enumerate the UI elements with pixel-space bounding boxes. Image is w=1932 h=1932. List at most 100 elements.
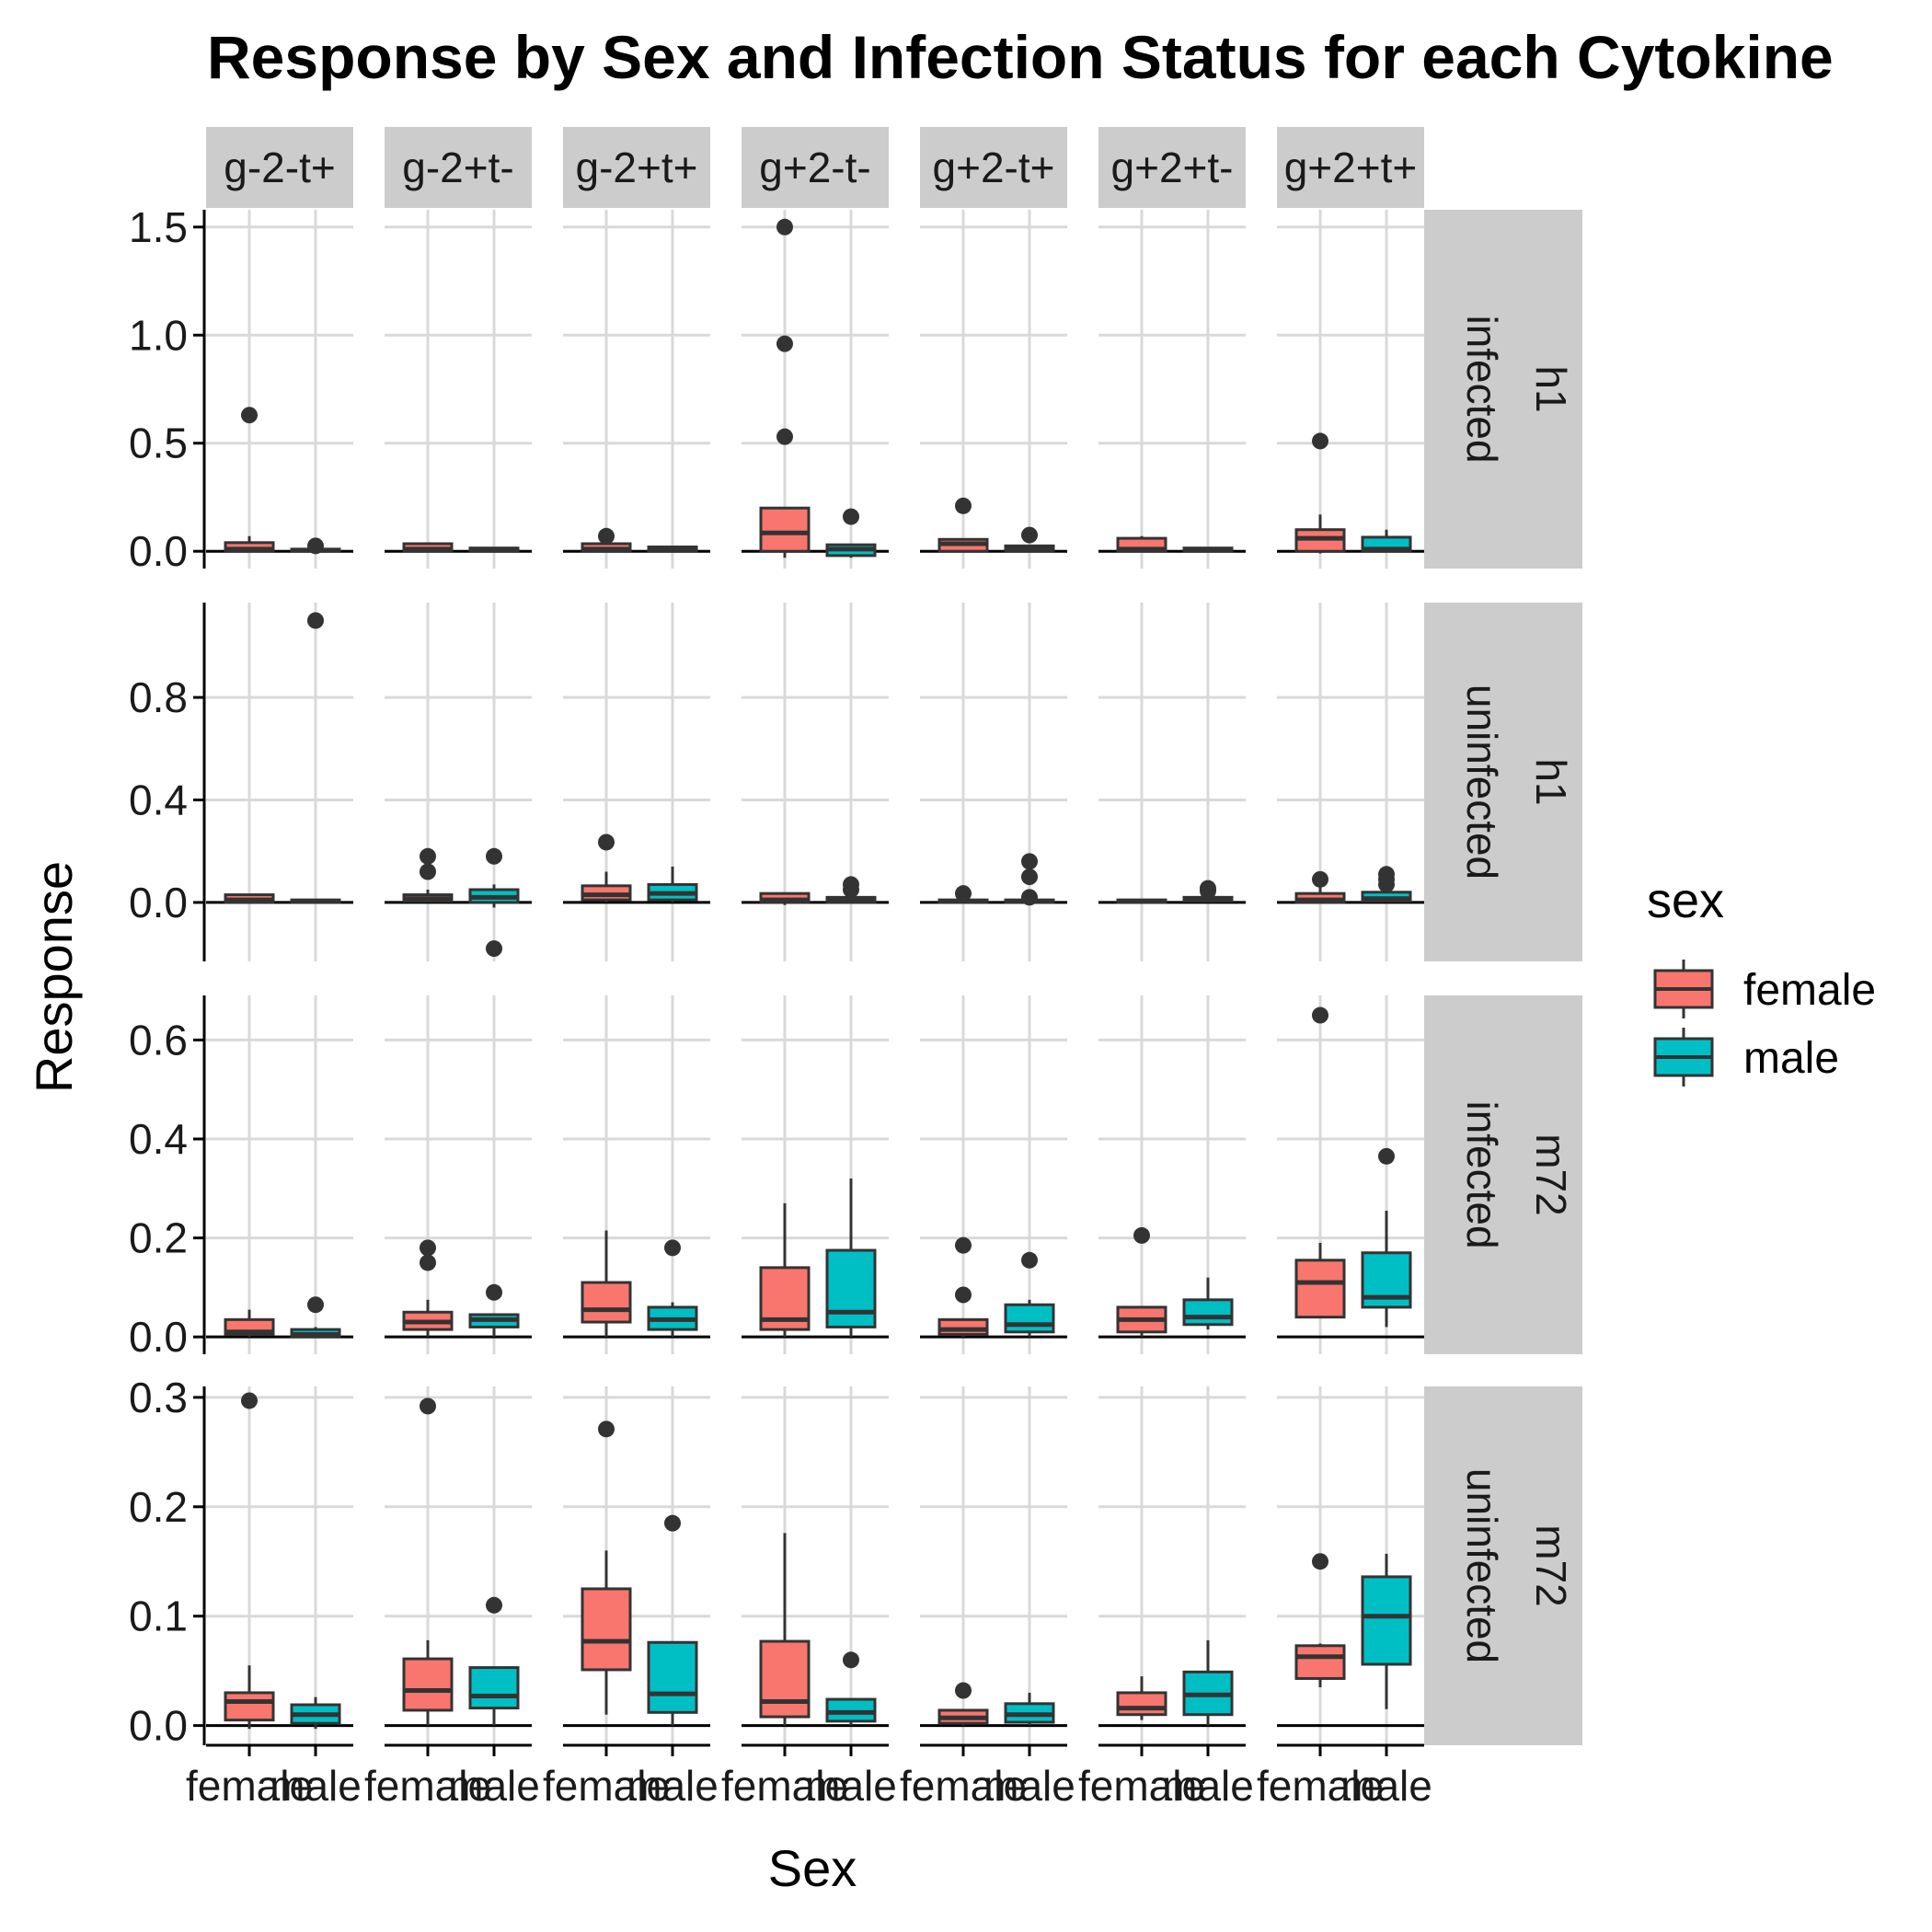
box-rect [468, 1666, 520, 1710]
box-rect [647, 1640, 698, 1714]
outlier-point [1312, 432, 1328, 450]
column-strip: g+2+t+ [1277, 127, 1424, 208]
box-female [759, 891, 811, 905]
column-strip: g+2-t+ [920, 127, 1067, 208]
row-strip-status: infected [1458, 315, 1506, 463]
box-male [1361, 529, 1412, 553]
outlier-point [955, 1286, 972, 1304]
outlier-point [1021, 1251, 1038, 1269]
legend-entry: female [1653, 960, 1876, 1018]
y-tick-label: 0.0 [129, 1313, 188, 1361]
box-male [825, 1179, 877, 1338]
box-male [290, 1696, 341, 1730]
x-tick-label: female [900, 1762, 1027, 1810]
y-tick-label: 0.4 [129, 776, 188, 824]
box-female [402, 1397, 454, 1726]
row-strip-background [1424, 210, 1582, 569]
box-rect [759, 506, 811, 553]
box-male [290, 537, 341, 555]
strip-background [1098, 127, 1246, 208]
outlier-point [843, 1651, 859, 1669]
box-male [468, 847, 520, 958]
x-tick-label: male [1340, 1762, 1432, 1810]
box-male [647, 1239, 698, 1338]
box-female [402, 1239, 454, 1338]
x-tick-label: male [448, 1762, 540, 1810]
x-tick-label: female [721, 1762, 848, 1810]
y-tick-label: 0.1 [129, 1593, 188, 1640]
box-male [290, 612, 341, 904]
panel [385, 995, 532, 1354]
outlier-point [664, 1514, 681, 1532]
box-female [759, 1533, 811, 1726]
legend-label: female [1743, 966, 1876, 1015]
box-male [290, 1296, 341, 1339]
row-strip-strain: m72 [1527, 1524, 1575, 1606]
outlier-point [955, 1236, 972, 1254]
y-tick-label: 0.0 [129, 1702, 188, 1750]
outlier-point [843, 508, 859, 525]
outlier-point [598, 527, 615, 545]
outlier-point [776, 218, 793, 236]
facet-row: infected h1 0.0 0.5 1.0 1.5 [129, 203, 1582, 575]
box-female [581, 527, 632, 553]
box-male [1004, 1251, 1055, 1338]
x-tick-label: male [270, 1762, 362, 1810]
box-rect [224, 1691, 275, 1722]
strip-background [385, 127, 532, 208]
box-female [1116, 1676, 1167, 1720]
box-female [1294, 870, 1346, 904]
legend-title: sex [1647, 873, 1724, 928]
box-rect [581, 1281, 632, 1324]
outlier-point [1312, 870, 1328, 888]
column-label: g+2-t+ [933, 144, 1055, 191]
outlier-point [776, 335, 793, 352]
outlier-point [241, 1392, 258, 1409]
panel [563, 995, 710, 1354]
outlier-point [776, 428, 793, 445]
panel [206, 995, 353, 1354]
chart-title: Response by Sex and Infection Status for… [207, 23, 1834, 91]
box-male [1182, 1639, 1234, 1726]
panel [1098, 603, 1246, 961]
box-male [1182, 1277, 1234, 1330]
legend: sex female male [1647, 873, 1876, 1087]
column-strip: g-2+t- [385, 127, 532, 208]
panel [920, 603, 1067, 961]
x-tick-label: female [1257, 1762, 1384, 1810]
box-female [937, 1682, 989, 1726]
box-female [402, 542, 454, 553]
outlier-point [1021, 853, 1038, 870]
box-male [825, 876, 877, 904]
outlier-point [486, 1283, 502, 1301]
x-axis-title: Sex [768, 1839, 857, 1897]
outlier-point [955, 1682, 972, 1699]
box-male [647, 866, 698, 903]
y-tick-label: 0.2 [129, 1214, 188, 1262]
row-strip-status: uninfected [1458, 684, 1506, 880]
outlier-point [1312, 1553, 1328, 1570]
panel [563, 210, 710, 569]
column-strip: g-2-t+ [206, 127, 353, 208]
outlier-point [307, 537, 324, 555]
legend-entry: male [1653, 1028, 1839, 1087]
outlier-point [420, 1397, 436, 1415]
box-female [1116, 535, 1167, 553]
column-strip: g-2+t+ [563, 127, 710, 208]
panel-grid: g-2-t+ g-2+t-g-2+t+ g+2-t-g+2-t+ g+2+t-g+2+… [129, 127, 1582, 1810]
box-male [468, 546, 520, 553]
box-rect [1182, 1298, 1234, 1327]
box-male [1182, 880, 1234, 903]
outlier-point [307, 612, 324, 629]
box-female [759, 1202, 811, 1338]
x-tick-label: male [983, 1762, 1075, 1810]
box-rect [1294, 1259, 1346, 1319]
panel [1098, 995, 1246, 1354]
x-tick-label: male [627, 1762, 719, 1810]
box-female [1294, 1553, 1346, 1687]
box-male [468, 1283, 520, 1338]
panel [385, 210, 532, 569]
outlier-point [955, 497, 972, 514]
